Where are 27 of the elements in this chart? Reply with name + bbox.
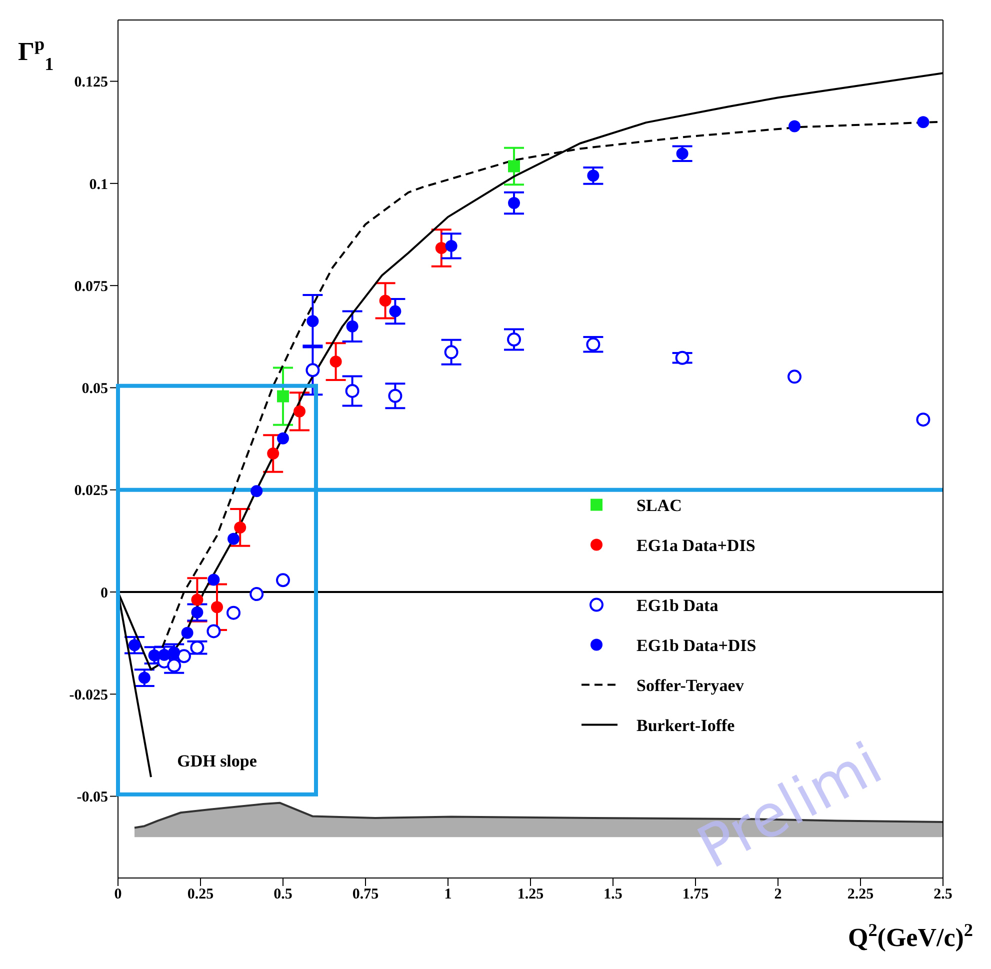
x-tick-label: 0 — [114, 886, 122, 903]
x-axis-title: Q$^{2}$(GeV/c)$^{2}$ — [848, 920, 973, 952]
legend-label: EG1b Data+DIS — [636, 636, 756, 655]
annotation: GDH slope — [177, 751, 258, 770]
x-tick-label: 2.5 — [934, 886, 952, 903]
y-tick-label: 0 — [100, 585, 108, 602]
y-tick-label: 0.025 — [74, 483, 108, 500]
y-tick-label: 0.075 — [74, 278, 108, 295]
y-tick-label: 0.1 — [89, 176, 108, 193]
legend-label: EG1a Data+DIS — [636, 536, 756, 555]
x-tick-label: 0.25 — [187, 886, 214, 903]
legend-label: EG1b Data — [636, 596, 719, 615]
x-tick-label: 1.5 — [604, 886, 622, 903]
x-tick-label: 1.75 — [682, 886, 709, 903]
legend-label: Burkert-Ioffe — [636, 716, 736, 735]
y-tick-label: -0.05 — [76, 790, 108, 806]
x-tick-label: 2.25 — [847, 886, 874, 903]
legend-label: SLAC — [636, 496, 682, 515]
y-tick-label: -0.025 — [69, 687, 108, 704]
y-tick-label: 0.05 — [82, 381, 108, 398]
legend-label: Soffer-Teryaev — [636, 676, 744, 695]
y-tick-label: 0.125 — [74, 74, 108, 91]
x-tick-label: 2 — [774, 886, 782, 903]
x-tick-label: 1 — [444, 886, 452, 903]
x-tick-label: 1.25 — [517, 886, 544, 903]
x-tick-label: 0.75 — [352, 886, 379, 903]
x-tick-label: 0.5 — [274, 886, 292, 903]
